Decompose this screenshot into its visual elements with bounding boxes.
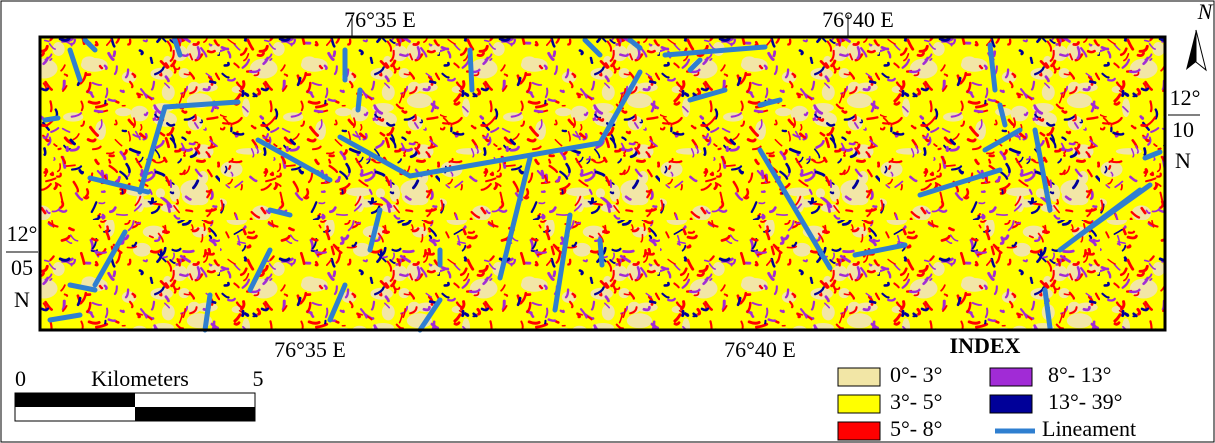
lineament xyxy=(470,50,472,90)
legend-label: 13°- 39° xyxy=(1048,389,1122,414)
legend-swatch xyxy=(838,395,880,413)
legend-swatch xyxy=(838,422,880,440)
legend-swatch xyxy=(990,395,1032,413)
scale-unit: Kilometers xyxy=(91,366,189,391)
left-coordinate: 12° xyxy=(7,221,38,246)
north-arrow xyxy=(1186,30,1196,70)
left-coordinate: 05 xyxy=(11,255,33,280)
bottom-coordinate: 76°40 E xyxy=(724,337,796,362)
map-figure: 76°35 E 76°40 E 76°35 E 76°40 E 12° 10 N… xyxy=(0,0,1215,443)
scale-start: 0 xyxy=(15,366,26,391)
scale-bar xyxy=(15,393,135,407)
right-coordinate: 10 xyxy=(1172,117,1194,142)
legend-label: 0°- 3° xyxy=(890,362,942,387)
bottom-coordinate: 76°35 E xyxy=(274,337,346,362)
top-coordinate: 76°40 E xyxy=(822,7,894,32)
legend-swatch xyxy=(838,368,880,386)
legend-label: Lineament xyxy=(1042,416,1136,441)
scale-bar xyxy=(135,407,255,421)
legend-label: 5°- 8° xyxy=(890,416,942,441)
lineament xyxy=(358,90,360,110)
north-label: N xyxy=(1197,0,1214,24)
north-arrow xyxy=(1196,30,1206,70)
legend-label: 3°- 5° xyxy=(890,389,942,414)
right-coordinate: 12° xyxy=(1170,85,1201,110)
legend-label: 8°- 13° xyxy=(1048,362,1111,387)
top-coordinate: 76°35 E xyxy=(344,7,416,32)
legend-swatch xyxy=(990,368,1032,386)
right-coordinate: N xyxy=(1175,148,1191,173)
lineament xyxy=(45,118,58,120)
lineament xyxy=(600,240,602,265)
left-coordinate: N xyxy=(14,287,30,312)
legend: 0°- 3°3°- 5°5°- 8° 8°- 13°13°- 39°Lineame… xyxy=(838,362,1136,441)
legend-title: INDEX xyxy=(950,333,1021,358)
scale-end: 5 xyxy=(253,366,264,391)
